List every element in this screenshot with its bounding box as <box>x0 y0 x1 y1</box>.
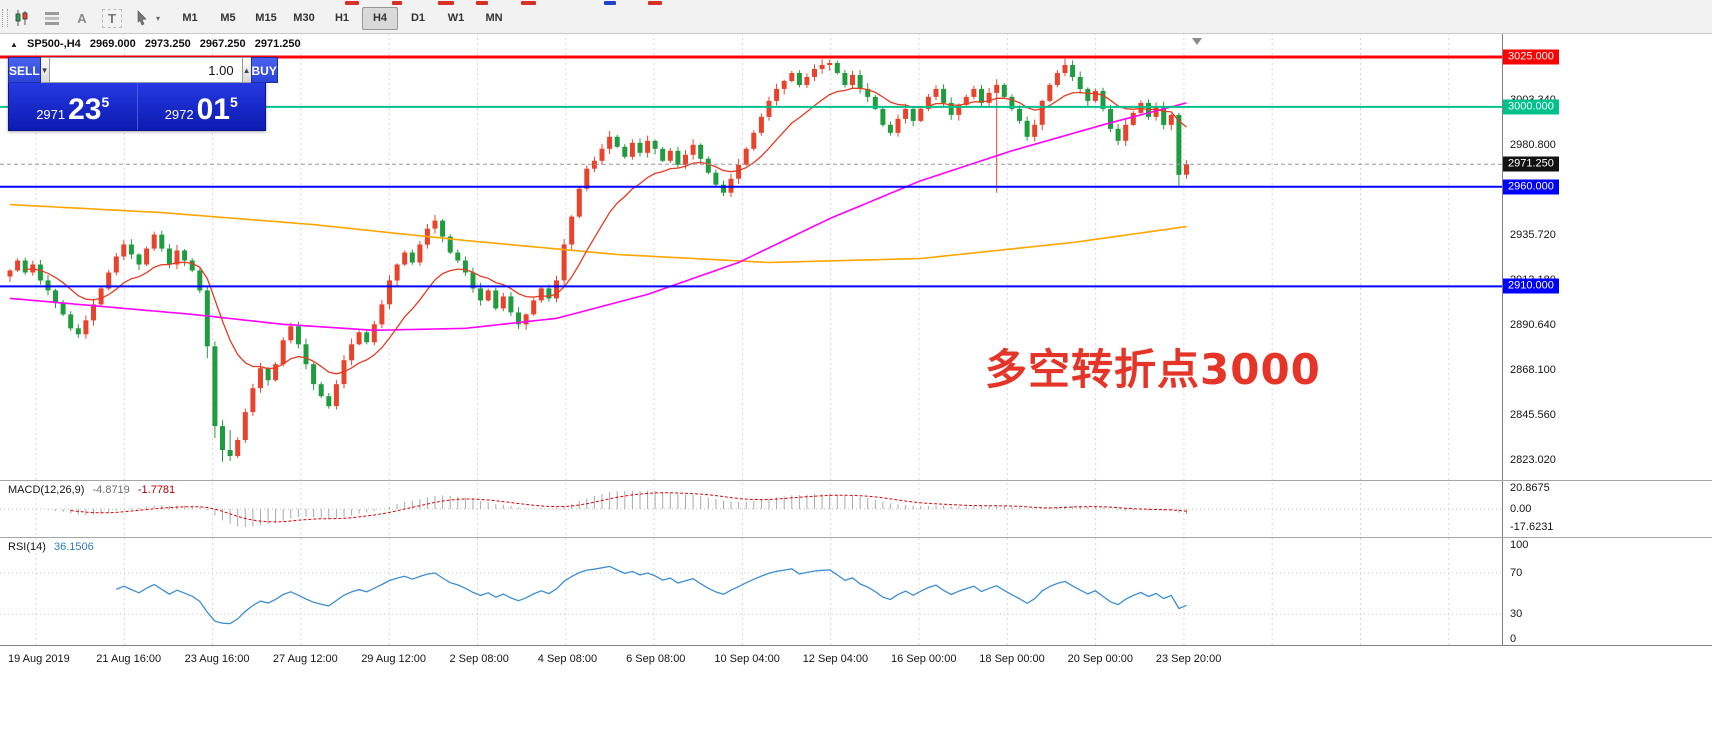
ohlc-low: 2967.250 <box>199 38 246 50</box>
cursor-tool-icon[interactable] <box>132 8 152 28</box>
rsi-value: 36.1506 <box>53 541 94 553</box>
price-axis[interactable]: 3003.3402980.8002935.7202913.1802890.640… <box>1502 33 1712 645</box>
price-axis-label: 2845.560 <box>1510 408 1556 421</box>
panel-separator-rsi[interactable] <box>0 537 1712 538</box>
price-axis-tag: 3025.000 <box>1503 49 1559 65</box>
chart-plot[interactable] <box>0 33 1502 645</box>
chart-annotation-text: 多空转折点3000 <box>985 345 1321 394</box>
toolbar-icons: A T ▾ <box>12 7 160 29</box>
top-artifact <box>521 1 536 5</box>
rsi-name: RSI(14) <box>8 541 46 553</box>
ask-price-big: 01 <box>196 93 230 126</box>
ask-quote[interactable]: 2972 01 5 <box>138 83 266 130</box>
ask-price-sup: 5 <box>230 94 238 110</box>
timeframe-button-d1[interactable]: D1 <box>410 12 426 24</box>
price-axis-label: 30 <box>1510 608 1523 621</box>
time-axis-label: 2 Sep 08:00 <box>449 653 509 665</box>
macd-main-value: -4.8719 <box>92 484 130 496</box>
price-axis-label: 2823.020 <box>1510 453 1556 466</box>
time-axis-label: 6 Sep 08:00 <box>626 653 686 665</box>
volume-input[interactable] <box>48 57 243 83</box>
volume-up-button[interactable]: ▲ <box>242 57 251 83</box>
ohlc-open: 2969.000 <box>89 38 136 50</box>
time-axis-label: 10 Sep 04:00 <box>714 653 780 665</box>
buy-button[interactable]: BUY <box>250 57 278 83</box>
timeframe-button-m5[interactable]: M5 <box>220 12 236 24</box>
top-artifact <box>604 1 616 5</box>
toolbar: A T ▾ M1 M5 M15 M30 H1 H4 D1 W1 MN <box>0 0 1712 34</box>
price-axis-label: -17.6231 <box>1510 520 1554 533</box>
top-artifact <box>476 1 488 5</box>
price-axis-label: 0 <box>1510 633 1517 645</box>
timeframe-button-m30[interactable]: M30 <box>293 12 315 24</box>
time-axis-label: 23 Sep 20:00 <box>1155 653 1222 665</box>
letter-a-icon[interactable]: A <box>77 10 87 26</box>
time-axis-label: 27 Aug 12:00 <box>272 653 338 665</box>
top-artifact <box>648 1 662 5</box>
symbol-info-line: ▲ SP500-,H4 2969.000 2973.250 2967.250 2… <box>10 38 307 50</box>
timeframe-button-h1[interactable]: H1 <box>334 12 350 24</box>
time-axis-label: 12 Sep 04:00 <box>802 653 869 665</box>
price-axis-label: 2868.100 <box>1510 364 1556 376</box>
price-axis-label: 0.00 <box>1510 503 1532 515</box>
bid-price-sup: 5 <box>101 94 110 110</box>
one-click-trading-widget: SELL ▼ ▲ BUY 2971 23 5 2972 01 5 <box>8 57 278 131</box>
price-axis-tag: 2960.000 <box>1503 179 1559 195</box>
price-axis-label: 2890.640 <box>1510 319 1556 332</box>
time-axis-label: 21 Aug 16:00 <box>96 653 162 665</box>
macd-signal-value: -1.7781 <box>137 484 176 496</box>
price-axis-tag: 2971.250 <box>1503 156 1559 172</box>
timeframe-bar: M1 M5 M15 M30 H1 H4 D1 W1 MN <box>172 7 512 30</box>
time-axis-label: 18 Sep 00:00 <box>979 653 1045 665</box>
price-axis-label: 20.8675 <box>1510 482 1550 494</box>
timeframe-button-w1[interactable]: W1 <box>447 12 465 24</box>
price-axis-label: 100 <box>1510 539 1529 551</box>
time-axis-label: 4 Sep 08:00 <box>537 653 598 665</box>
time-axis-label: 16 Sep 00:00 <box>891 653 957 665</box>
one-click-collapse-arrow[interactable]: ▲ <box>10 40 18 49</box>
top-artifact <box>392 1 402 5</box>
top-artifact <box>345 1 359 5</box>
macd-name: MACD(12,26,9) <box>8 484 85 496</box>
bid-price-small: 2971 <box>36 107 66 122</box>
bid-quote[interactable]: 2971 23 5 <box>9 83 138 130</box>
macd-label: MACD(12,26,9) -4.8719 -1.7781 <box>8 484 180 496</box>
chart-shift-marker[interactable] <box>1192 38 1202 45</box>
indicator-list-icon[interactable] <box>42 8 62 28</box>
time-axis-label: 19 Aug 2019 <box>8 653 70 665</box>
price-axis-tag: 3000.000 <box>1503 99 1559 115</box>
time-axis-label: 29 Aug 12:00 <box>361 653 427 665</box>
bid-price-big: 23 <box>68 93 102 126</box>
time-axis[interactable]: 19 Aug 2019 21 Aug 16:00 23 Aug 16:00 27 Au… <box>0 645 1712 673</box>
symbol-name: SP500-,H4 <box>26 38 81 50</box>
price-axis-tag: 2910.000 <box>1503 278 1559 294</box>
timeframe-button-m15[interactable]: M15 <box>255 12 277 24</box>
ohlc-close: 2971.250 <box>254 38 301 50</box>
timeframe-button-m1[interactable]: M1 <box>182 12 198 24</box>
toolbar-gripper[interactable] <box>2 9 8 27</box>
sell-button[interactable]: SELL <box>8 57 41 83</box>
timeframe-button-h4[interactable]: H4 <box>362 7 398 30</box>
ask-price-small: 2972 <box>164 107 194 122</box>
cursor-dropdown-caret[interactable]: ▾ <box>156 13 161 23</box>
price-axis-label: 2980.800 <box>1510 139 1556 152</box>
panel-separator-macd[interactable] <box>0 480 1712 481</box>
price-axis-label: 70 <box>1510 566 1523 579</box>
volume-down-button[interactable]: ▼ <box>40 57 49 83</box>
price-axis-label: 2935.720 <box>1510 229 1556 242</box>
time-axis-label: 20 Sep 00:00 <box>1067 653 1134 665</box>
rsi-label: RSI(14) 36.1506 <box>8 541 99 553</box>
timeframe-button-mn[interactable]: MN <box>485 12 503 24</box>
candlestick-chart-icon[interactable] <box>12 8 32 28</box>
text-tool-icon[interactable]: T <box>102 8 122 28</box>
ohlc-high: 2973.250 <box>144 38 191 50</box>
time-axis-label: 23 Aug 16:00 <box>184 653 250 665</box>
top-artifact <box>438 1 454 5</box>
